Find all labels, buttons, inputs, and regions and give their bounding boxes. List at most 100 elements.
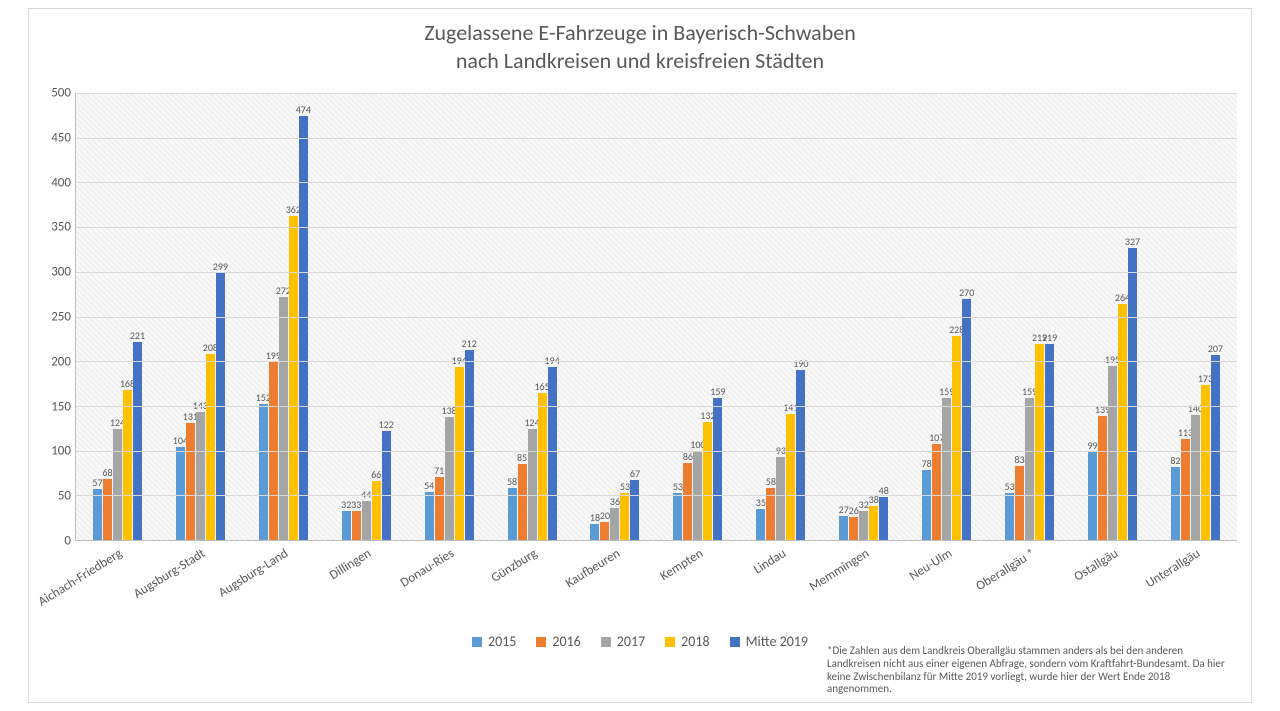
- bar-value-label: 33: [351, 500, 361, 510]
- bar: 53: [620, 493, 629, 540]
- gridline: [76, 451, 1237, 452]
- bar-value-label: 474: [296, 105, 311, 115]
- legend-item: 2018: [665, 633, 709, 650]
- legend-swatch: [472, 637, 482, 647]
- legend-item: 2017: [601, 633, 645, 650]
- y-tick-label: 50: [58, 489, 71, 504]
- bar: 131: [186, 423, 195, 540]
- bar-value-label: 207: [1208, 344, 1223, 354]
- bar: 35: [756, 509, 765, 540]
- gridline: [76, 227, 1237, 228]
- bar: 270: [962, 299, 971, 540]
- bar: 173: [1201, 385, 1210, 540]
- bar-value-label: 221: [130, 331, 145, 341]
- bar: 48: [879, 497, 888, 540]
- bar: 122: [382, 431, 391, 540]
- bar: 53: [673, 493, 682, 540]
- bar-value-label: 53: [1005, 482, 1015, 492]
- y-tick-label: 150: [51, 399, 71, 414]
- bar: 139: [1098, 416, 1107, 540]
- bar-value-label: 83: [1015, 455, 1025, 465]
- y-axis-labels: 050100150200250300350400450500: [31, 93, 71, 541]
- legend-item: 2015: [472, 633, 516, 650]
- bar: 165: [538, 393, 547, 541]
- bar-value-label: 35: [756, 498, 766, 508]
- bar: 140: [1191, 415, 1200, 540]
- bar-value-label: 270: [959, 288, 974, 298]
- bar-value-label: 68: [102, 468, 112, 478]
- bar: 82: [1171, 467, 1180, 540]
- bar: 195: [1108, 366, 1117, 540]
- bar: 212: [465, 350, 474, 540]
- chart-title-line2: nach Landkreisen und kreisfreien Städten: [456, 47, 824, 74]
- y-tick-label: 350: [51, 220, 71, 235]
- bar: 228: [952, 336, 961, 540]
- legend-swatch: [601, 637, 611, 647]
- bar-value-label: 212: [462, 339, 477, 349]
- y-tick-label: 100: [51, 444, 71, 459]
- gridline: [76, 138, 1237, 139]
- y-tick-label: 250: [51, 310, 71, 325]
- bar-value-label: 159: [710, 387, 725, 397]
- bar: 18: [590, 524, 599, 540]
- legend-label: 2015: [488, 633, 516, 650]
- chart-title-line1: Zugelassene E-Fahrzeuge in Bayerisch-Sch…: [424, 19, 856, 46]
- bar: 107: [932, 444, 941, 540]
- bar-value-label: 85: [517, 453, 527, 463]
- bar: 159: [942, 398, 951, 540]
- bar: 124: [113, 429, 122, 540]
- bar-value-label: 86: [683, 452, 693, 462]
- y-tick-label: 400: [51, 175, 71, 190]
- bar: 83: [1015, 466, 1024, 540]
- bar: 190: [796, 370, 805, 540]
- bar-value-label: 327: [1125, 237, 1140, 247]
- bar-value-label: 71: [434, 466, 444, 476]
- bar: 159: [713, 398, 722, 540]
- gridline: [76, 182, 1237, 183]
- bar: 32: [342, 511, 351, 540]
- bar-value-label: 54: [424, 481, 434, 491]
- bar: 36: [610, 508, 619, 540]
- bar-value-label: 57: [92, 478, 102, 488]
- bar: 152: [259, 404, 268, 540]
- bar: 27: [839, 516, 848, 540]
- legend-label: Mitte 2019: [746, 633, 808, 650]
- legend-swatch: [730, 637, 740, 647]
- gridline: [76, 495, 1237, 496]
- bar-value-label: 122: [379, 420, 394, 430]
- bar: 66: [372, 481, 381, 540]
- bar: 474: [299, 116, 308, 540]
- legend-label: 2017: [617, 633, 645, 650]
- bar: 32: [859, 511, 868, 540]
- chart-container: Zugelassene E-Fahrzeuge in Bayerisch-Sch…: [28, 8, 1252, 703]
- bar-value-label: 27: [839, 505, 849, 515]
- y-tick-label: 500: [51, 86, 71, 101]
- bar: 44: [362, 501, 371, 540]
- bar: 264: [1118, 304, 1127, 540]
- bar-value-label: 58: [766, 477, 776, 487]
- bar: 78: [922, 470, 931, 540]
- footnote: *Die Zahlen aus dem Landkreis Oberallgäu…: [827, 645, 1237, 696]
- bar: 68: [103, 479, 112, 540]
- bar: 362: [289, 216, 298, 540]
- bar: 159: [1025, 398, 1034, 540]
- bar-value-label: 53: [620, 482, 630, 492]
- bar: 272: [279, 297, 288, 540]
- bar: 57: [93, 489, 102, 540]
- bar: 221: [133, 342, 142, 540]
- bar: 143: [196, 412, 205, 540]
- bar: 38: [869, 506, 878, 540]
- bar-value-label: 58: [507, 477, 517, 487]
- bar: 138: [445, 417, 454, 540]
- bar-value-label: 66: [371, 470, 381, 480]
- gridline: [76, 361, 1237, 362]
- bar: 208: [206, 354, 215, 540]
- bar: 194: [548, 367, 557, 540]
- bar: 141: [786, 414, 795, 540]
- bar-value-label: 26: [849, 506, 859, 516]
- bar-value-label: 38: [869, 495, 879, 505]
- gridline: [76, 406, 1237, 407]
- bar: 54: [425, 492, 434, 540]
- legend-swatch: [536, 637, 546, 647]
- gridline: [76, 272, 1237, 273]
